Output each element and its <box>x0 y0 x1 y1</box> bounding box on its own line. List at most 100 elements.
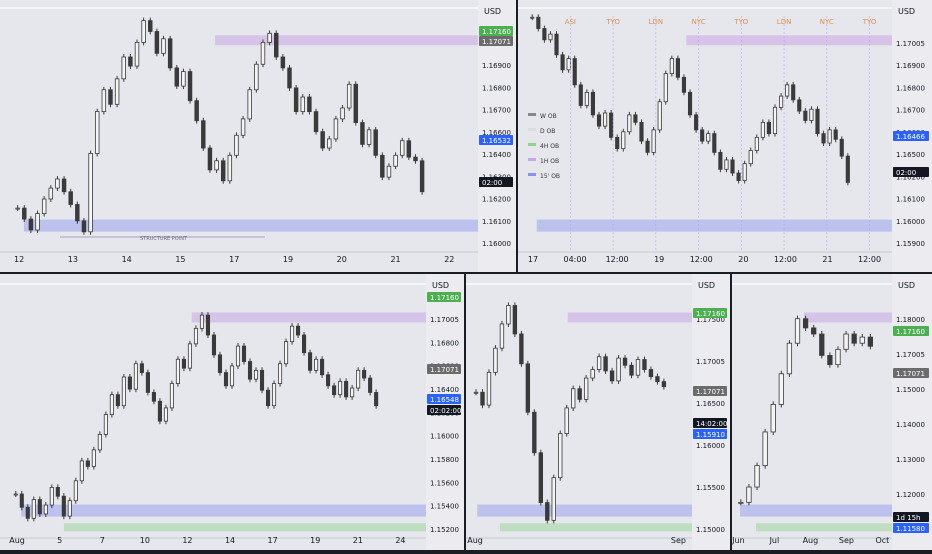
price-tick-label: 1.12000 <box>896 491 925 499</box>
time-tick-label: 22 <box>444 255 454 264</box>
candle-body <box>55 487 60 497</box>
candle <box>41 196 47 217</box>
candle-body <box>109 394 114 415</box>
candle-body <box>578 84 583 106</box>
candle-body <box>558 433 563 479</box>
candle <box>742 160 747 184</box>
price-tick-label: 1.15500 <box>696 484 725 492</box>
candle <box>88 150 93 235</box>
candle-body <box>651 129 656 153</box>
candle <box>551 474 556 524</box>
candle-body <box>663 73 668 103</box>
chart-panel-5: USD 1.18000 1.17005 1.15000 1.14000 1.13000 1.… <box>731 274 932 550</box>
candle-body <box>350 387 355 398</box>
candle-body <box>296 325 301 336</box>
price-tag-background <box>427 364 461 374</box>
price-tag-label: 1.17160 <box>430 294 459 302</box>
candle <box>590 366 595 382</box>
candle <box>791 81 796 103</box>
price-tag-background <box>427 405 461 415</box>
candle-body <box>265 389 271 407</box>
price-tick-label: 1.17005 <box>430 316 459 324</box>
candle-body <box>746 486 752 503</box>
candle <box>356 367 361 392</box>
candle-body <box>148 20 153 32</box>
candle <box>399 137 405 159</box>
legend-entry: W OB <box>540 113 557 120</box>
candle <box>61 493 66 520</box>
candle-body <box>621 131 626 150</box>
candle-body <box>797 99 802 112</box>
currency-label: USD <box>898 281 915 290</box>
candle-body <box>419 160 425 193</box>
candle <box>201 117 206 151</box>
candle-body <box>590 91 596 116</box>
price-tick-label: 1.17005 <box>896 351 925 359</box>
candle <box>121 54 126 82</box>
price-tag-background <box>693 418 727 428</box>
candle-body <box>648 369 654 378</box>
candle <box>803 108 808 124</box>
time-tick-label: 12:00 <box>858 255 881 264</box>
candle <box>368 375 373 396</box>
candle-body <box>37 499 42 515</box>
candle <box>293 85 299 115</box>
candle <box>596 353 602 373</box>
candle <box>254 61 259 93</box>
candle <box>332 382 337 398</box>
candle-body <box>730 159 735 174</box>
candle-body <box>473 391 479 394</box>
candle-body <box>55 178 60 189</box>
candle-body <box>88 153 93 233</box>
candle-body <box>399 140 405 156</box>
price-tag-label: 1.17071 <box>896 370 925 378</box>
time-tick-label: 13 <box>68 255 78 264</box>
candle-body <box>94 111 100 154</box>
candle <box>657 98 662 133</box>
candle-body <box>839 138 844 157</box>
time-tick-label: 20 <box>337 255 347 264</box>
candle <box>79 457 84 484</box>
candle <box>583 375 589 403</box>
price-tag-label: 1.17071 <box>430 366 459 374</box>
candle-body <box>13 493 18 496</box>
candle-body <box>247 89 252 120</box>
candle-body <box>803 110 808 121</box>
candle-body <box>360 122 365 145</box>
price-tick-label: 1.16800 <box>482 84 511 92</box>
candle-body <box>43 504 48 515</box>
candle-body <box>41 198 47 214</box>
candle-body <box>181 71 186 87</box>
time-tick-label: 21 <box>390 255 400 264</box>
candle <box>362 367 367 382</box>
candle-body <box>79 460 84 482</box>
candle <box>558 430 563 481</box>
price-tick-label: 1.16000 <box>482 240 511 248</box>
supply-zone <box>215 35 478 46</box>
candle <box>314 356 319 374</box>
candle-body <box>551 477 556 521</box>
candle-body <box>603 356 608 372</box>
price-tick-label: 1.16900 <box>482 62 511 70</box>
candle-body <box>629 364 634 376</box>
candle <box>267 30 272 46</box>
price-tag-label: 02:00 <box>482 179 502 187</box>
candle-body <box>770 404 776 433</box>
candle-body <box>174 67 180 87</box>
candle-body <box>760 121 765 138</box>
candle-body <box>571 388 576 409</box>
legend-entry: 1H OB <box>540 158 559 165</box>
price-tick-label: 1.16000 <box>896 218 925 226</box>
price-tick-label: 1.16400 <box>482 151 511 159</box>
price-tag-background <box>427 292 461 302</box>
price-tick-label: 1.16000 <box>696 442 725 450</box>
candle-body <box>133 363 138 390</box>
price-tick-label: 1.16000 <box>430 433 459 441</box>
candle <box>386 163 392 181</box>
candle-body <box>314 358 319 371</box>
candle <box>187 340 193 372</box>
price-tag-label: 02:00 <box>896 169 916 177</box>
price-tag-background <box>893 523 929 533</box>
price-axis-background <box>692 274 730 550</box>
candle-body <box>675 58 680 78</box>
